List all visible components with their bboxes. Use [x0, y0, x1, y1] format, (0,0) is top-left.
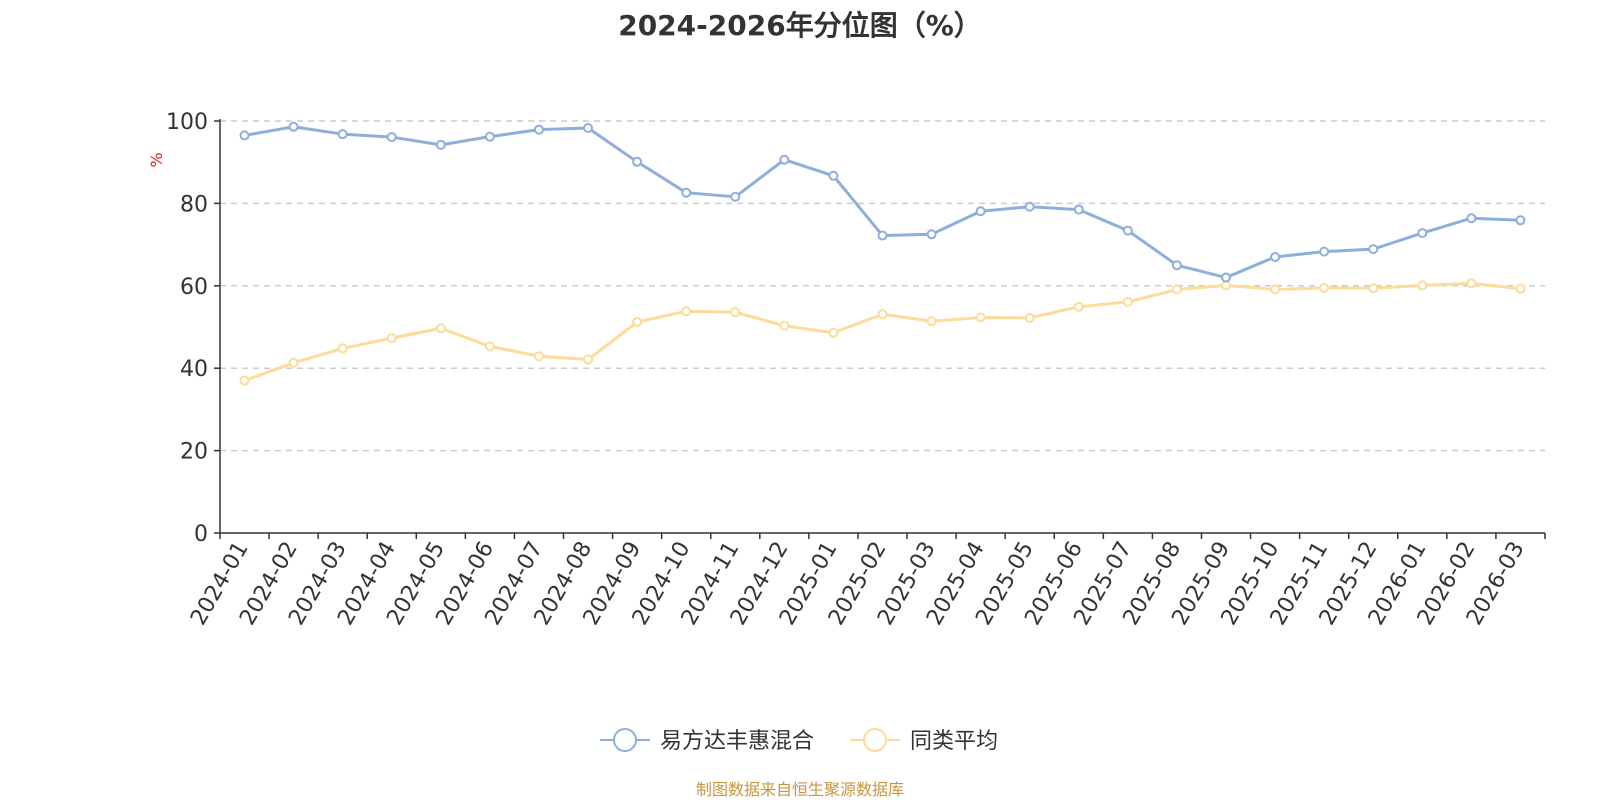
y-tick-label: 100 — [166, 110, 208, 135]
y-axis-unit-label: % — [147, 152, 166, 167]
data-point — [877, 230, 888, 241]
legend-item-2[interactable]: 同类平均 — [850, 728, 998, 754]
data-point — [386, 132, 397, 143]
data-point — [533, 351, 544, 362]
data-point — [435, 139, 446, 150]
data-point — [239, 130, 250, 141]
data-point — [533, 124, 544, 135]
legend-marker-icon — [613, 728, 637, 752]
data-point — [484, 341, 495, 352]
data-point — [1221, 272, 1232, 283]
data-point — [926, 229, 937, 240]
series-line — [244, 125, 1521, 280]
data-point — [337, 343, 348, 354]
legend[interactable]: 易方达丰惠混合 同类平均 — [600, 728, 998, 754]
data-point — [386, 333, 397, 344]
legend-item-1[interactable]: 易方达丰惠混合 — [600, 728, 814, 754]
data-point — [632, 317, 643, 328]
series-1 — [239, 121, 1526, 283]
data-point — [337, 129, 348, 140]
data-point — [779, 320, 790, 331]
data-point — [288, 121, 299, 132]
chart-title: 2024-2026年分位图（%） — [618, 9, 982, 42]
data-point — [975, 206, 986, 217]
data-point — [1319, 282, 1330, 293]
y-tick-label: 0 — [194, 522, 208, 547]
data-point — [1417, 228, 1428, 239]
data-point — [1417, 280, 1428, 291]
data-point — [730, 191, 741, 202]
data-point — [1122, 225, 1133, 236]
series-layer — [239, 121, 1526, 386]
grid-lines — [220, 120, 1545, 452]
data-point — [1171, 260, 1182, 271]
series-line — [244, 281, 1521, 382]
data-point — [1466, 213, 1477, 224]
y-tick-label: 20 — [180, 440, 208, 465]
data-point — [779, 154, 790, 165]
data-point — [1368, 244, 1379, 255]
data-point — [730, 307, 741, 318]
data-point — [583, 354, 594, 365]
data-point — [583, 123, 594, 134]
data-point — [1466, 278, 1477, 289]
data-point — [1073, 301, 1084, 312]
data-source-credit: 制图数据来自恒生聚源数据库 — [695, 780, 904, 799]
data-point — [1319, 246, 1330, 257]
data-point — [1515, 283, 1526, 294]
data-point — [1221, 280, 1232, 291]
data-point — [484, 131, 495, 142]
data-point — [1171, 284, 1182, 295]
data-point — [877, 309, 888, 320]
series-2 — [239, 278, 1526, 386]
data-point — [681, 306, 692, 317]
data-point — [926, 316, 937, 327]
y-tick-label: 60 — [180, 275, 208, 300]
data-point — [975, 312, 986, 323]
data-point — [1368, 283, 1379, 294]
data-point — [1515, 215, 1526, 226]
legend-marker-icon — [863, 728, 887, 752]
data-point — [681, 187, 692, 198]
data-point — [1024, 312, 1035, 323]
data-point — [828, 327, 839, 338]
data-point — [1073, 204, 1084, 215]
data-point — [828, 170, 839, 181]
data-point — [1270, 251, 1281, 262]
data-point — [1122, 296, 1133, 307]
data-point — [1024, 201, 1035, 212]
data-point — [435, 323, 446, 334]
data-point — [1270, 284, 1281, 295]
legend-label: 易方达丰惠混合 — [660, 729, 814, 754]
legend-label: 同类平均 — [910, 729, 998, 754]
axes: 0204060801002024-012024-022024-032024-04… — [166, 110, 1546, 630]
data-point — [239, 375, 250, 386]
y-tick-label: 40 — [180, 357, 208, 382]
data-point — [288, 357, 299, 368]
y-tick-label: 80 — [180, 192, 208, 217]
data-point — [632, 156, 643, 167]
